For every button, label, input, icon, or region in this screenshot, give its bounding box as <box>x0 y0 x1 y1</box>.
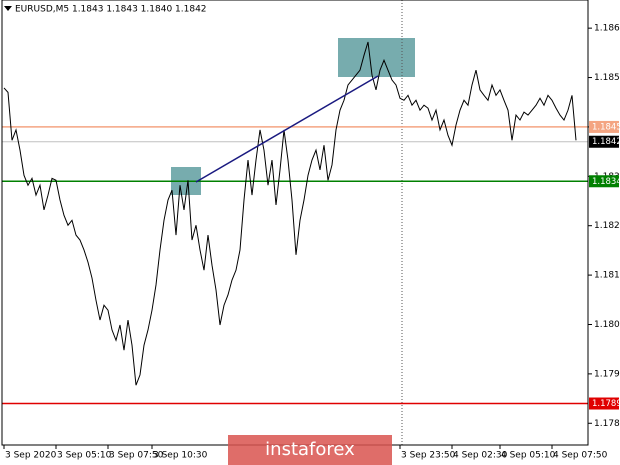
x-tick-label: 3 Sep 05:10 <box>57 451 112 461</box>
level-label-box <box>589 175 619 188</box>
level-label-box <box>589 135 619 148</box>
watermark-box <box>228 435 392 465</box>
price-line <box>3 41 577 386</box>
chart-title: EURUSD,M5 1.1843 1.1843 1.1840 1.1842 <box>15 5 207 15</box>
symbol-icon <box>4 6 12 11</box>
y-tick-label: 1.1785 <box>594 419 620 429</box>
level-label: 1.1834 <box>592 177 620 187</box>
x-tick-label: 4 Sep 02:30 <box>453 451 508 461</box>
y-tick-label: 1.1795 <box>594 369 620 379</box>
x-tick-label: 4 Sep 05:10 <box>501 451 556 461</box>
x-tick-label: 3 Sep 10:30 <box>153 451 208 461</box>
plot <box>2 27 592 449</box>
trend-line <box>195 75 379 183</box>
x-tick-label: 4 Sep 07:50 <box>553 451 608 461</box>
level-label: 1.1842 <box>592 137 620 147</box>
zone-box <box>338 38 415 77</box>
level-label: 1.1845 <box>592 122 620 132</box>
level-label-box <box>589 397 619 410</box>
y-tick-label: 1.1815 <box>594 271 620 281</box>
level-label-box <box>589 120 619 133</box>
x-tick-label: 3 Sep 23:50 <box>401 451 456 461</box>
y-tick-label: 1.1825 <box>594 221 620 231</box>
level-label: 1.1789 <box>592 399 620 409</box>
watermark: instaforex <box>265 439 355 460</box>
x-tick-label: 3 Sep 07:50 <box>109 451 164 461</box>
y-tick-label: 1.1855 <box>594 73 620 83</box>
y-tick-label: 1.1865 <box>594 24 620 34</box>
x-tick-label: 3 Sep 2020 <box>5 451 57 461</box>
y-tick-label: 1.1805 <box>594 320 620 330</box>
